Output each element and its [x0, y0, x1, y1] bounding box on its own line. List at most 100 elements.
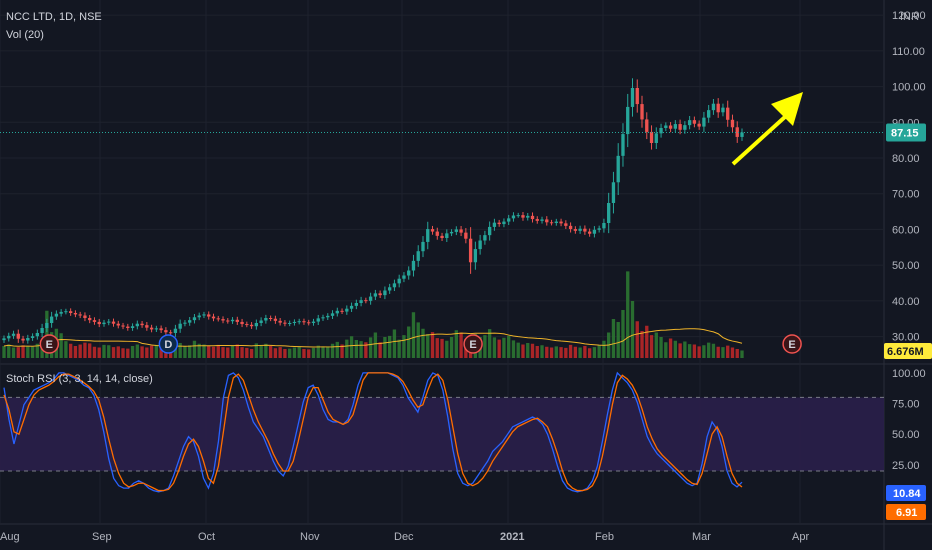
event-circle [158, 334, 179, 354]
price-tick-label: 110.00 [892, 46, 925, 58]
candle-body [88, 318, 92, 321]
candle-body [73, 313, 78, 315]
time-tick-label: 2021 [500, 531, 524, 543]
volume-bar [635, 321, 639, 358]
volume-bar [126, 348, 130, 358]
volume-bar [516, 342, 520, 358]
volume-bar [349, 336, 354, 358]
candle-body [168, 332, 173, 334]
volume-bar [288, 348, 292, 358]
time-axis[interactable]: Aug Sep Oct Nov Dec 2021 Feb Mar Apr [0, 531, 809, 543]
volume-bar [59, 333, 63, 358]
volume-bar [721, 347, 725, 358]
volume-bar [692, 344, 697, 358]
candle-body [659, 128, 663, 134]
candle-body [707, 110, 711, 118]
candle-body [340, 310, 344, 312]
candle-body [483, 235, 487, 241]
volume-bar [578, 347, 582, 358]
volume-bar [611, 319, 616, 358]
volume-bar [402, 335, 406, 358]
earnings-marker[interactable]: E [463, 334, 483, 354]
candle-body [102, 322, 106, 325]
candle-body [407, 270, 411, 276]
volume-bar [702, 345, 706, 358]
candle-body [530, 215, 535, 220]
volume-bar [121, 348, 125, 358]
earnings-marker[interactable]: E [39, 334, 60, 354]
candle-body [611, 182, 616, 203]
volume-bar [221, 347, 225, 358]
volume-bar [697, 346, 701, 358]
candle-body [383, 290, 387, 296]
candle-body [78, 314, 82, 316]
volume-bar [259, 344, 263, 358]
volume-bar [235, 344, 239, 358]
volume-moving-average [3, 328, 743, 348]
candle-body [521, 215, 525, 218]
volume-bar [407, 326, 411, 358]
candle-body [464, 232, 468, 239]
time-tick-label: Sep [92, 531, 112, 543]
stoch-rsi-band [0, 396, 884, 472]
candle-body [54, 313, 59, 317]
volume-bar [249, 349, 254, 358]
candle-body [430, 229, 435, 232]
volume-bar [654, 332, 658, 358]
event-label: E [46, 339, 53, 351]
volume-bar [411, 312, 416, 358]
volume-bar [92, 346, 97, 358]
time-tick-label: Aug [0, 531, 20, 543]
candle-body [2, 338, 6, 341]
volume-bar [735, 349, 739, 358]
stoch-tick-label: 100.00 [892, 368, 926, 380]
candle-body [173, 328, 178, 333]
candle-body [683, 125, 687, 130]
volume-bar [192, 340, 197, 358]
volume-bar [445, 340, 449, 358]
candle-body [559, 221, 563, 224]
candle-body [221, 319, 225, 321]
candle-body [568, 225, 573, 230]
candle-body [226, 320, 230, 322]
volume-bar [421, 328, 425, 358]
volume-bar [459, 332, 463, 358]
volume-bar [178, 343, 182, 358]
candle-body [507, 218, 511, 222]
volume-tag [884, 343, 932, 359]
candle-body [735, 127, 739, 137]
volume-bar [645, 325, 649, 358]
candle-body [35, 333, 39, 337]
stoch-d-tag-text: 6.91 [896, 507, 917, 519]
volume-bar [135, 344, 139, 358]
candle-body [730, 119, 735, 128]
volume-legend[interactable]: Vol (20) [6, 29, 44, 41]
volume-bar [668, 338, 673, 358]
volume-bar [197, 343, 201, 358]
volume-bar [45, 310, 49, 358]
earnings-marker[interactable]: E [782, 334, 802, 354]
volume-bar [592, 347, 597, 358]
stoch-d-tag [886, 504, 926, 520]
candle-body [16, 333, 20, 339]
volume-bar [330, 343, 335, 358]
currency-label: INR [900, 11, 919, 23]
arrow-head [771, 92, 803, 126]
stoch-rsi-legend[interactable]: Stoch RSI (3, 3, 14, 14, close) [6, 373, 153, 385]
volume-bar [21, 345, 25, 358]
volume-bar [188, 345, 192, 358]
candle-body [626, 106, 630, 135]
volume-bar [254, 343, 259, 358]
volume-bar [226, 347, 230, 358]
candle-body [364, 300, 368, 302]
dividend-marker[interactable]: D [158, 334, 179, 354]
volume-bar [302, 349, 306, 358]
symbol-legend[interactable]: NCC LTD, 1D, NSE [6, 11, 102, 23]
volume-bar [364, 342, 368, 358]
price-axis[interactable]: 30.00 40.00 50.00 60.00 70.00 80.00 90.00 100.0… [892, 10, 926, 472]
candle-body [440, 235, 444, 238]
candle-body [478, 240, 482, 250]
candle-body [526, 215, 530, 218]
